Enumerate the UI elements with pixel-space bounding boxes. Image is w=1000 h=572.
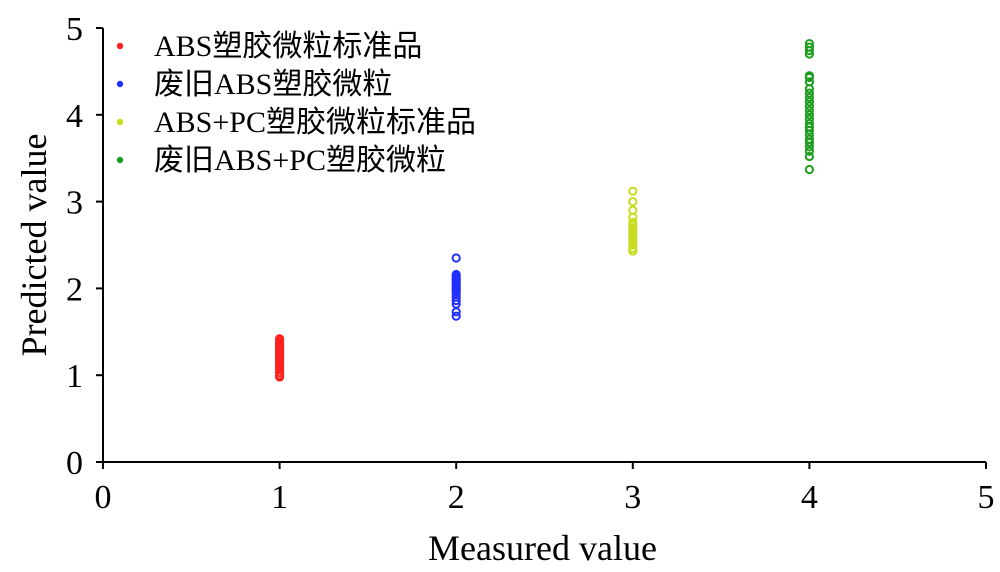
data-point-series-4 <box>804 146 815 156</box>
x-tick-label: 2 <box>448 479 465 516</box>
data-point-series-4 <box>804 71 815 81</box>
data-point-series-4 <box>804 88 815 98</box>
legend-marker <box>116 42 124 50</box>
data-point-series-3 <box>628 197 638 207</box>
y-tick-label: 1 <box>66 358 83 395</box>
legend-marker <box>116 80 124 88</box>
data-point-series-2 <box>451 253 461 263</box>
y-tick-label: 5 <box>66 11 83 48</box>
data-point-series-3 <box>628 217 638 228</box>
x-tick-label: 3 <box>624 479 641 516</box>
data-point-series-2 <box>451 311 461 321</box>
data-point-series-4 <box>804 114 815 124</box>
data-point-series-3 <box>628 226 638 236</box>
y-tick-label: 3 <box>66 185 83 222</box>
legend-label: ABS塑胶微粒标准品 <box>154 30 422 63</box>
data-point-series-3 <box>628 235 638 245</box>
y-ticks: 0 1 2 3 4 5 <box>66 11 103 482</box>
data-point-series-4 <box>804 164 815 175</box>
y-tick-label: 0 <box>66 445 83 482</box>
data-point-series-4 <box>804 134 815 144</box>
data-point-series-1 <box>275 334 285 344</box>
data-point-series-4 <box>804 105 815 116</box>
x-tick-label: 5 <box>978 479 995 516</box>
data-points <box>275 39 815 382</box>
legend-label: 废旧ABS塑胶微粒 <box>154 68 392 101</box>
x-ticks: 0 1 2 3 4 5 <box>95 462 995 516</box>
data-point-series-3 <box>628 243 638 254</box>
data-point-series-4 <box>804 110 815 120</box>
legend-label: ABS+PC塑胶微粒标准品 <box>154 106 476 139</box>
legend-label: 废旧ABS+PC塑胶微粒 <box>154 144 446 177</box>
data-point-series-4 <box>804 151 815 162</box>
x-tick-label: 1 <box>271 479 288 516</box>
data-point-series-4 <box>804 92 815 103</box>
axes <box>102 28 986 463</box>
data-point-series-4 <box>804 97 815 107</box>
x-tick-label: 4 <box>801 479 818 516</box>
y-tick-label: 2 <box>66 271 83 308</box>
data-point-series-4 <box>804 77 815 87</box>
data-point-series-3 <box>628 205 638 215</box>
data-point-series-4 <box>804 42 815 52</box>
data-point-series-4 <box>804 101 815 111</box>
data-point-series-3 <box>628 186 638 196</box>
data-point-series-2 <box>451 269 461 280</box>
legend-marker <box>116 156 124 164</box>
x-tick-label: 0 <box>95 479 112 516</box>
legend-marker <box>116 118 124 126</box>
y-tick-label: 4 <box>66 98 83 135</box>
data-point-series-4 <box>804 118 815 129</box>
data-point-series-4 <box>804 39 815 49</box>
data-point-series-2 <box>451 295 461 306</box>
x-axis-title: Measured value <box>428 528 657 568</box>
y-axis-title: Predicted value <box>14 134 54 357</box>
